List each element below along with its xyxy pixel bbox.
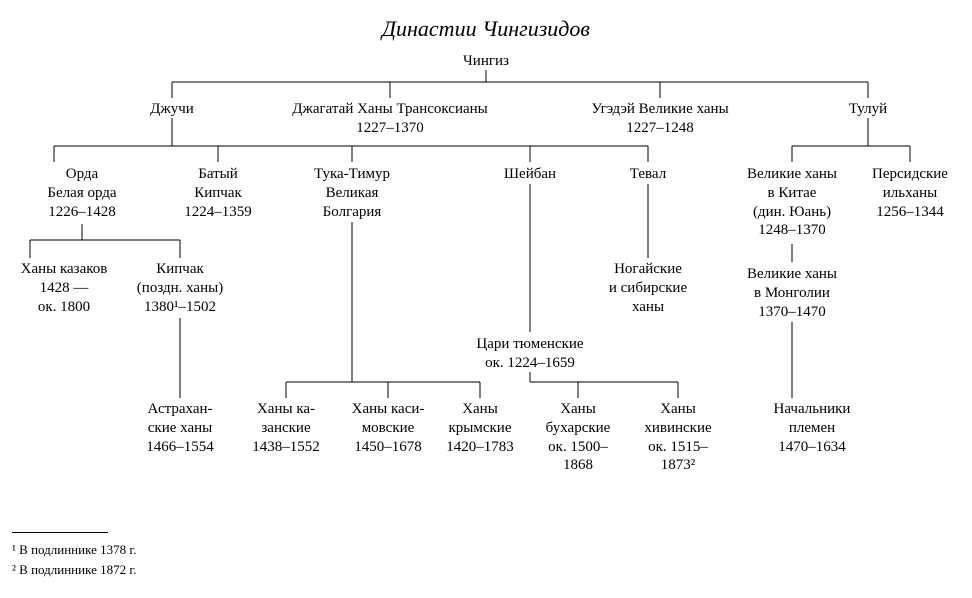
node-chiefs: Начальники племен 1470–1634	[774, 400, 851, 456]
footnote-rule	[12, 532, 108, 533]
node-sheiban: Шейбан	[504, 165, 556, 184]
node-orda: Орда Белая орда 1226–1428	[47, 165, 116, 221]
node-yuan: Великие ханы в Китае (дин. Юань) 1248–13…	[747, 165, 837, 240]
node-tyumen: Цари тюменские ок. 1224–1659	[476, 335, 583, 373]
footnote-1: ¹ В подлиннике 1378 г.	[12, 542, 136, 558]
node-khiva: Ханы хивинские ок. 1515– 1873²	[644, 400, 711, 475]
diagram-title: Династии Чингизидов	[0, 16, 972, 42]
node-bukhara: Ханы бухарские ок. 1500– 1868	[546, 400, 611, 475]
node-kazan: Ханы ка- занские 1438–1552	[252, 400, 320, 456]
node-kasim: Ханы каси- мовские 1450–1678	[352, 400, 425, 456]
footnote-2: ² В подлиннике 1872 г.	[12, 562, 136, 578]
node-kazakh: Ханы казаков 1428 — ок. 1800	[21, 260, 108, 316]
node-ilkhan: Персидские ильханы 1256–1344	[872, 165, 948, 221]
node-tuka: Тука-Тимур Великая Болгария	[314, 165, 390, 221]
node-kipchak: Кипчак (поздн. ханы) 1380¹–1502	[137, 260, 223, 316]
node-jochi: Джучи	[150, 100, 194, 119]
genealogy-diagram: Династии Чингизидов Чингиз Джучи Джагатай …	[0, 0, 972, 598]
node-crimea: Ханы крымские 1420–1783	[446, 400, 514, 456]
node-tuluy: Тулуй	[849, 100, 887, 119]
node-batyi: Батый Кипчак 1224–1359	[184, 165, 252, 221]
node-teval: Тевал	[630, 165, 666, 184]
node-mongol: Великие ханы в Монголии 1370–1470	[747, 265, 837, 321]
node-nogai: Ногайские и сибирские ханы	[609, 260, 687, 316]
node-root: Чингиз	[463, 52, 509, 71]
node-astra: Астрахан- ские ханы 1466–1554	[146, 400, 214, 456]
node-jagatai: Джагатай Ханы Трансоксианы 1227–1370	[292, 100, 488, 138]
node-ugedei: Угэдэй Великие ханы 1227–1248	[591, 100, 728, 138]
